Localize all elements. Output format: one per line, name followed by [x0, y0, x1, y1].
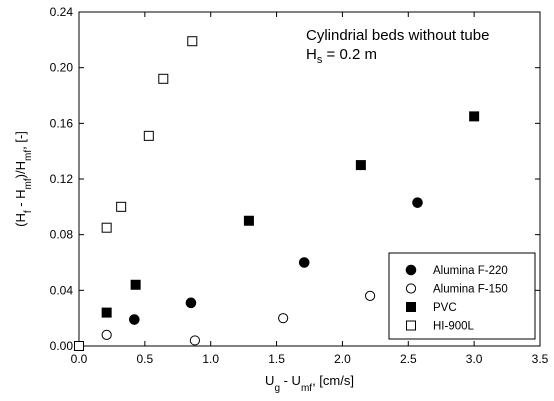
series-pvc	[101, 111, 480, 318]
data-point	[185, 297, 197, 309]
chart-annotation-line1: Cylindrial beds without tube	[306, 27, 489, 44]
data-point	[364, 290, 376, 301]
data-point	[130, 279, 141, 290]
chart-annotation-line2: Hs = 0.2 m	[306, 46, 377, 66]
y-tick-label: 0.20	[50, 61, 74, 75]
legend-marker	[405, 264, 417, 276]
data-point	[412, 197, 423, 208]
data-points	[74, 36, 480, 351]
legend-marker	[406, 302, 416, 312]
data-point	[355, 160, 366, 171]
series-hi-900l	[74, 36, 198, 351]
x-tick-label: 1.5	[268, 352, 285, 366]
y-tick-label: 0.16	[50, 116, 74, 130]
y-tick-label: 0.08	[50, 228, 74, 242]
data-point	[187, 36, 198, 47]
x-tick-label: 3.0	[466, 352, 483, 366]
y-tick-label: 0.24	[50, 5, 74, 19]
legend-label: PVC	[433, 302, 457, 314]
data-point	[298, 257, 310, 268]
x-tick-label: 3.5	[532, 352, 549, 366]
data-point	[278, 313, 289, 324]
data-point	[101, 329, 112, 340]
x-tick-label: 0.0	[71, 352, 88, 366]
x-tick-label: 2.0	[334, 352, 351, 366]
y-tick-label: 0.04	[50, 283, 74, 297]
data-point	[74, 341, 84, 351]
data-point	[101, 307, 112, 318]
data-point	[469, 111, 480, 122]
data-point	[143, 130, 154, 141]
x-tick-label: 2.5	[400, 352, 417, 366]
legend-marker	[406, 320, 416, 331]
y-tick-label: 0.12	[50, 172, 74, 186]
data-point	[116, 201, 127, 212]
data-point	[158, 73, 169, 84]
series-alumina-f-150	[101, 290, 376, 346]
data-point	[101, 222, 112, 233]
legend-label: HI-900L	[433, 321, 475, 333]
data-point	[189, 335, 201, 346]
legend: Alumina F-220 Alumina F-150 PVC HI-900L	[388, 252, 536, 340]
legend-marker	[405, 283, 417, 294]
y-tick-label: 0.00	[50, 339, 74, 353]
legend-label: Alumina F-150	[433, 284, 508, 296]
series-alumina-f-220	[129, 197, 423, 325]
legend-label: Alumina F-220	[433, 265, 508, 277]
x-tick-label: 0.5	[137, 352, 154, 366]
data-point	[243, 215, 254, 226]
x-tick-label: 1.0	[202, 352, 219, 366]
data-point	[129, 314, 140, 325]
y-axis-title: (Hf - Hmf)/Hmf, [-]	[13, 131, 34, 227]
x-axis-title: Ug - Umf, [cm/s]	[265, 373, 354, 394]
axis-tick-labels: 0.0 0.5 1.0 1.5 2.0 2.5 3.0 3.5 0.00 0.04 0.08 0.12…	[50, 5, 549, 366]
